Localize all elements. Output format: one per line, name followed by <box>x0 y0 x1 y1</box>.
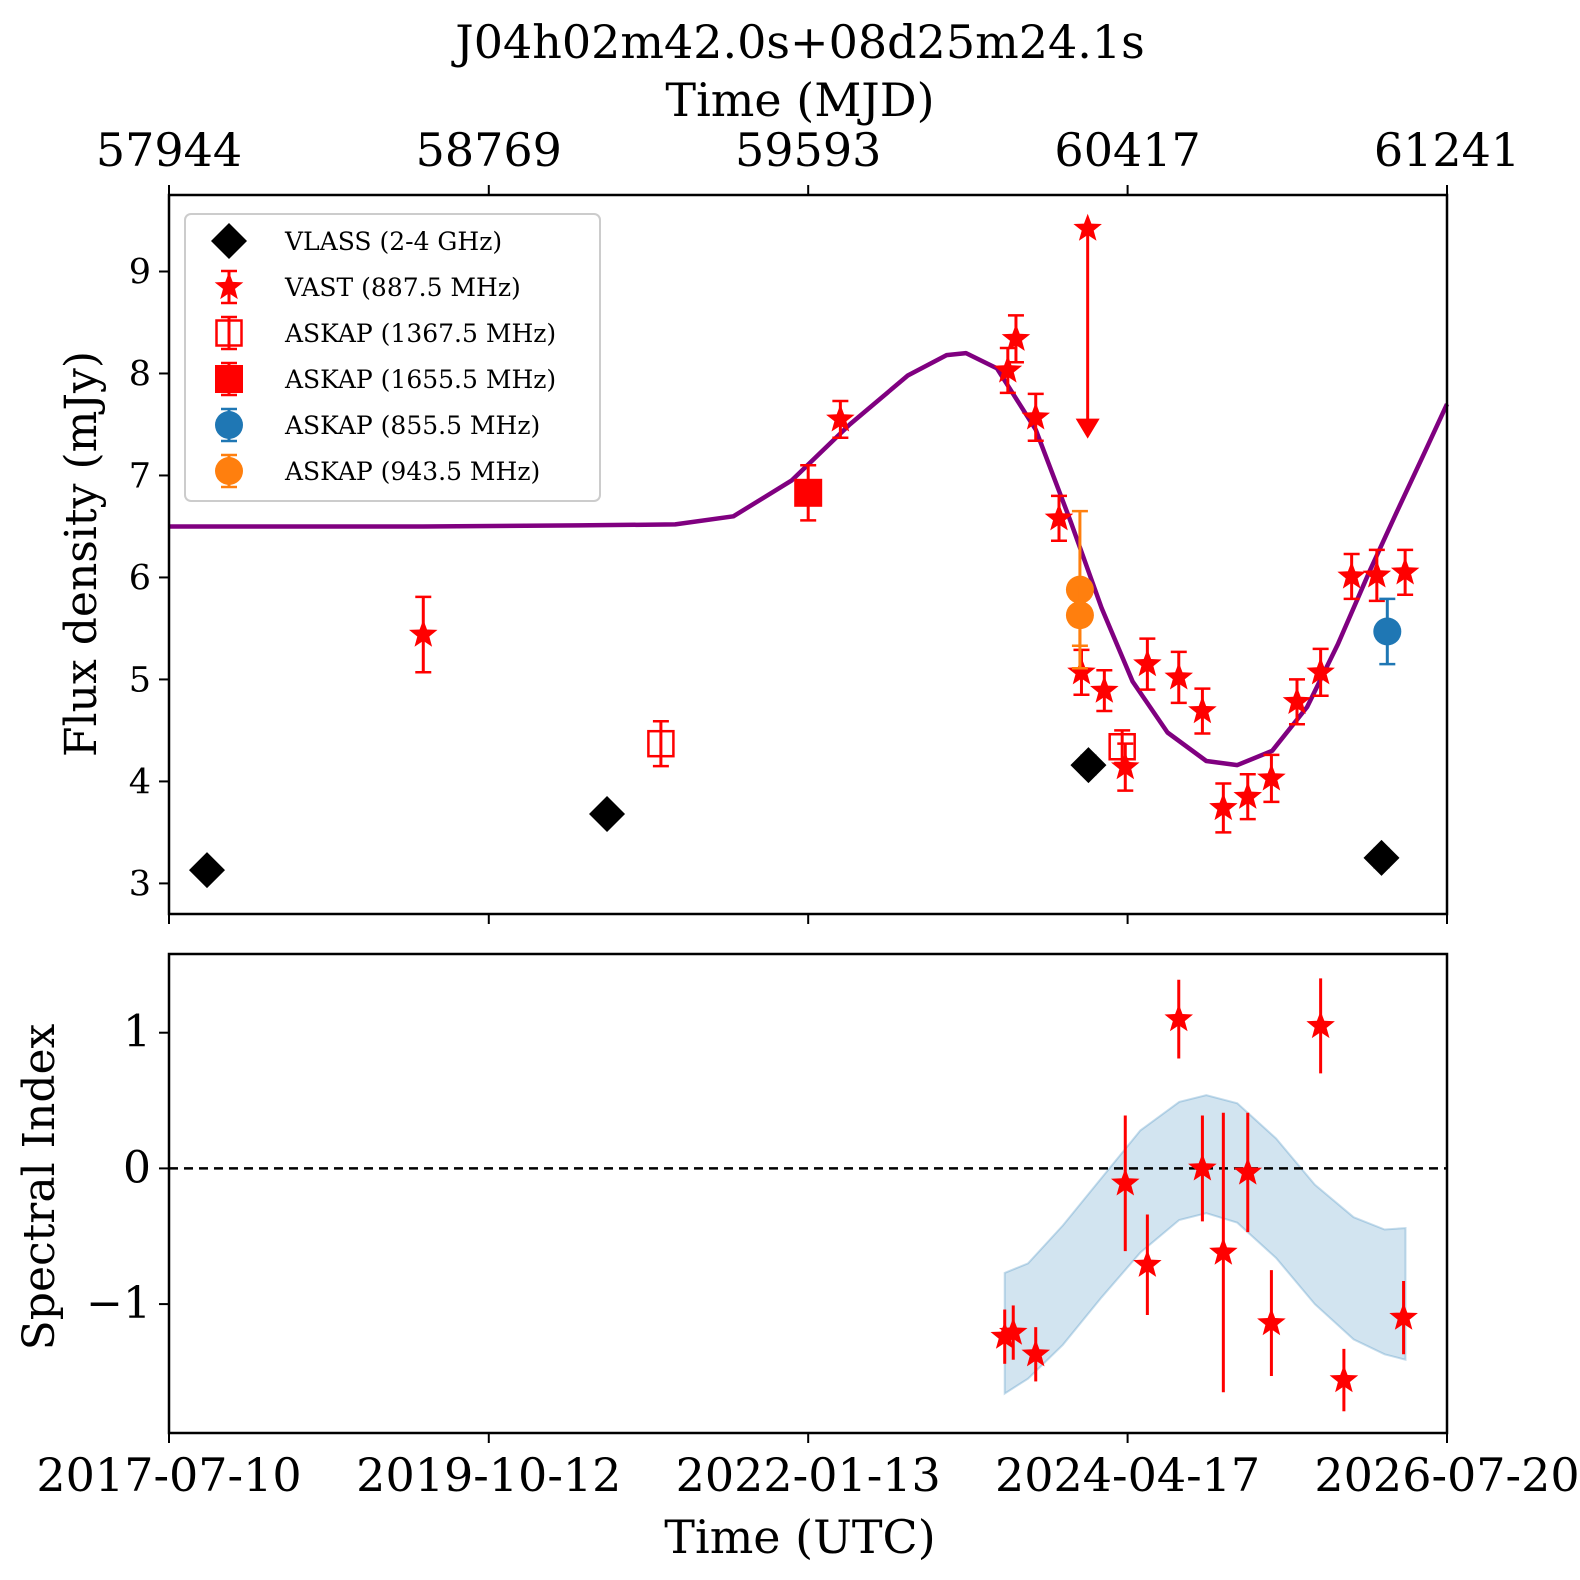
top-x-tick-label: 57944 <box>96 123 242 177</box>
spectral-index-point <box>1257 1308 1286 1336</box>
legend-label: ASKAP (1367.5 MHz) <box>284 319 556 348</box>
y-tick-label: 8 <box>129 354 151 394</box>
askap-data-point <box>794 478 823 507</box>
y-tick-label: −1 <box>86 1278 151 1329</box>
vast-data-point <box>1044 503 1074 531</box>
spectral-index-point <box>1133 1249 1162 1277</box>
y-tick-label: 6 <box>129 558 151 598</box>
vlass-data-point <box>1070 747 1107 784</box>
vast-data-point <box>1133 649 1162 677</box>
legend: VLASS (2-4 GHz) VAST (887.5 MHz) ASKAP (13… <box>184 213 601 502</box>
upper-limit-star <box>1073 213 1102 241</box>
y-tick-label: 3 <box>129 864 151 904</box>
flux-panel-ylabel: Flux density (mJy) <box>56 351 107 757</box>
spectral-index-point <box>990 1321 1019 1349</box>
spectral-index-point <box>1021 1339 1050 1367</box>
spectral-index-point <box>1389 1302 1418 1330</box>
vast-data-point <box>409 619 438 647</box>
legend-box <box>184 213 601 502</box>
vast-data-point <box>1188 696 1217 724</box>
vast-data-point <box>1001 323 1031 351</box>
bottom-x-tick-label: 2026-07-20 <box>1314 1448 1579 1502</box>
y-tick-label: 4 <box>129 762 151 802</box>
spectral-panel-ylabel: Spectral Index <box>14 1023 65 1350</box>
legend-askap-marker <box>215 365 243 393</box>
vlass-data-point <box>1363 839 1400 876</box>
vast-data-point <box>826 404 855 432</box>
y-tick-label: 9 <box>129 252 151 292</box>
spectral-index-point <box>1233 1157 1262 1185</box>
y-tick-label: 0 <box>123 1142 151 1193</box>
spectral-index-point <box>999 1317 1028 1345</box>
chart-title: J04h02m42.0s+08d25m24.1s <box>451 15 1144 69</box>
upper-limit-arrowhead <box>1075 418 1100 439</box>
legend-label: VAST (887.5 MHz) <box>284 273 521 302</box>
model-curve <box>169 350 1450 768</box>
bottom-x-tick-label: 2019-10-12 <box>356 1448 621 1502</box>
vast-data-point <box>993 355 1023 383</box>
vlass-data-point <box>589 796 626 833</box>
y-tick-label: 1 <box>123 1007 151 1058</box>
top-x-tick-label: 58769 <box>416 123 562 177</box>
vast-data-point <box>1111 752 1140 780</box>
spectral-index-point <box>1306 1010 1335 1039</box>
flux-panel: 3 4 5 6 7 8 9 57944 58769 59593 60417 61241 VLASS (2… <box>96 123 1520 924</box>
askap-data-point <box>1108 732 1136 761</box>
spectral-index-point <box>1164 1004 1193 1032</box>
top-x-tick-label: 60417 <box>1054 123 1200 177</box>
vlass-data-point <box>188 852 225 889</box>
legend-vlass-marker <box>211 223 247 259</box>
vast-data-point <box>1282 686 1312 714</box>
vast-data-point <box>1362 560 1392 588</box>
top-axis-label: Time (MJD) <box>665 73 934 127</box>
vast-data-point <box>1390 557 1420 585</box>
spectral-index-point <box>1111 1168 1140 1196</box>
spectral-index-panel: −1 0 1 2017-07-10 2019-10-12 2022-01-13 2024-0… <box>36 952 1580 1502</box>
top-x-tick-label: 61241 <box>1374 123 1520 177</box>
legend-label: ASKAP (943.5 MHz) <box>284 457 540 486</box>
vast-data-point <box>1306 657 1335 685</box>
legend-label: ASKAP (855.5 MHz) <box>284 411 540 440</box>
spectral-index-point <box>1209 1237 1238 1265</box>
askap-data-point <box>1065 601 1094 630</box>
legend-label: ASKAP (1655.5 MHz) <box>284 365 556 394</box>
vast-data-point <box>1067 657 1096 685</box>
askap-data-point <box>1373 617 1402 646</box>
legend-askap-marker <box>215 411 243 439</box>
vast-data-point <box>1257 763 1286 791</box>
vast-data-point <box>1337 561 1366 589</box>
y-tick-label: 7 <box>129 456 151 496</box>
legend-label: VLASS (2-4 GHz) <box>284 227 502 256</box>
legend-vast-marker <box>214 272 244 300</box>
spectral-index-point <box>1329 1365 1359 1393</box>
legend-askap-marker <box>215 319 243 347</box>
y-tick-label: 5 <box>129 660 151 700</box>
vast-data-point <box>1164 662 1193 690</box>
top-x-tick-label: 59593 <box>735 123 881 177</box>
legend-askap-marker <box>215 457 243 485</box>
bottom-x-tick-label: 2022-01-13 <box>676 1448 941 1502</box>
bottom-x-tick-label: 2024-04-17 <box>995 1448 1260 1502</box>
vast-data-point <box>1090 675 1119 703</box>
bottom-axis-label: Time (UTC) <box>664 1510 935 1564</box>
spectral-index-point <box>1188 1153 1217 1181</box>
vast-data-point <box>1021 402 1050 430</box>
confidence-band <box>1003 1094 1407 1396</box>
askap-data-point <box>647 729 675 758</box>
vast-data-point <box>1233 781 1262 809</box>
vast-data-point <box>1209 792 1238 821</box>
bottom-x-tick-label: 2017-07-10 <box>36 1448 301 1502</box>
